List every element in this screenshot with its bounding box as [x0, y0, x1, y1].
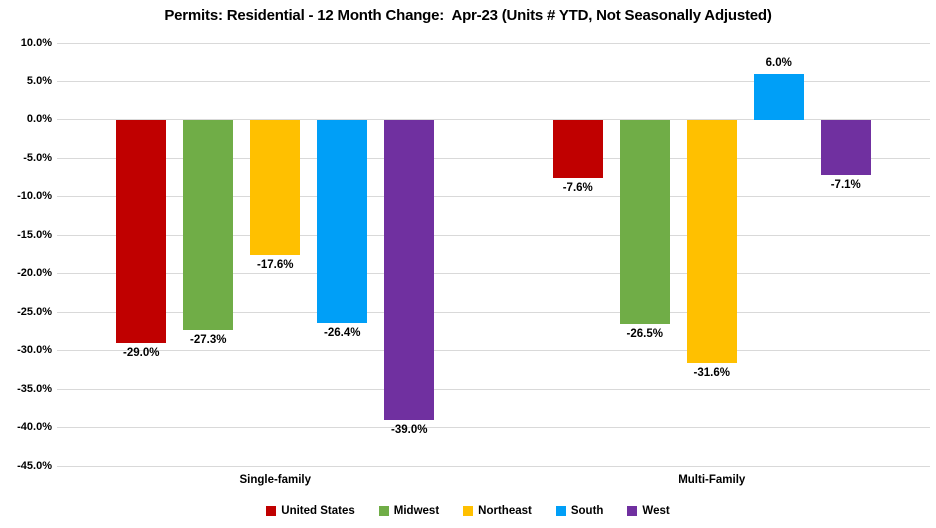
legend-label: West	[642, 504, 670, 517]
bar-northeast-single-family	[250, 119, 301, 256]
y-axis-tick-label: -35.0%	[17, 382, 52, 395]
gridline	[57, 273, 930, 275]
legend-item-northeast: Northeast	[463, 505, 532, 518]
y-axis-tick-label: 0.0%	[26, 113, 52, 126]
data-label: -26.5%	[626, 327, 663, 340]
y-axis-tick-label: -10.0%	[17, 190, 52, 203]
bar-west-multi-family	[820, 119, 871, 175]
legend-swatch	[463, 506, 474, 516]
gridline	[57, 196, 930, 198]
bar-west-single-family	[384, 119, 435, 420]
bar-midwest-multi-family	[619, 119, 670, 324]
legend-swatch	[555, 506, 566, 516]
gridline	[57, 311, 930, 313]
data-label: -31.6%	[693, 366, 730, 379]
y-axis-tick-label: -40.0%	[17, 421, 52, 434]
legend-swatch	[266, 506, 277, 516]
y-axis-tick-label: 10.0%	[20, 36, 52, 49]
data-label: -27.3%	[190, 333, 227, 346]
legend-label: Midwest	[393, 504, 440, 517]
chart-title: Permits: Residential - 12 Month Change: …	[164, 7, 772, 24]
gridline	[57, 350, 930, 352]
y-axis-tick-label: -20.0%	[17, 267, 52, 280]
legend-item-united-states: United States	[266, 505, 355, 518]
bar-south-multi-family	[753, 73, 804, 120]
gridline	[57, 388, 930, 390]
y-axis-tick-label: 5.0%	[26, 74, 52, 87]
legend: United States Midwest Northeast South West	[0, 501, 936, 521]
gridline	[57, 42, 930, 44]
x-axis-category-label: Single-family	[239, 474, 312, 486]
bar-northeast-multi-family	[686, 119, 737, 363]
y-axis-tick-label: -15.0%	[17, 228, 52, 241]
y-axis-tick-label: -45.0%	[17, 459, 52, 472]
gridline	[57, 119, 930, 121]
x-axis-category-label: Multi-Family	[678, 474, 746, 486]
data-label: 6.0%	[765, 56, 792, 69]
legend-swatch	[627, 506, 638, 516]
data-label: -29.0%	[123, 346, 160, 359]
legend-label: Northeast	[478, 504, 532, 517]
data-label: -39.0%	[391, 423, 428, 436]
gridline	[57, 465, 930, 467]
data-label: -26.4%	[324, 326, 361, 339]
y-axis-tick-label: -5.0%	[23, 151, 52, 164]
y-axis-tick-label: -30.0%	[17, 344, 52, 357]
legend-swatch	[378, 506, 389, 516]
data-label: -7.6%	[562, 182, 593, 195]
bar-united-states-single-family	[116, 119, 167, 343]
legend-item-south: South	[555, 504, 604, 518]
legend-label: United States	[281, 504, 355, 517]
y-axis-tick-label: -25.0%	[17, 305, 52, 318]
gridline	[57, 234, 930, 236]
data-label: -7.1%	[830, 178, 861, 191]
data-label: -17.6%	[257, 259, 294, 272]
bar-united-states-multi-family	[552, 119, 603, 179]
bar-midwest-single-family	[183, 119, 234, 330]
gridline	[57, 157, 930, 159]
legend-label: South	[570, 504, 604, 517]
gridline	[57, 80, 930, 82]
legend-item-west: West	[627, 504, 670, 518]
gridline	[57, 427, 930, 429]
legend-item-midwest: Midwest	[378, 504, 440, 518]
bar-south-single-family	[317, 119, 368, 323]
